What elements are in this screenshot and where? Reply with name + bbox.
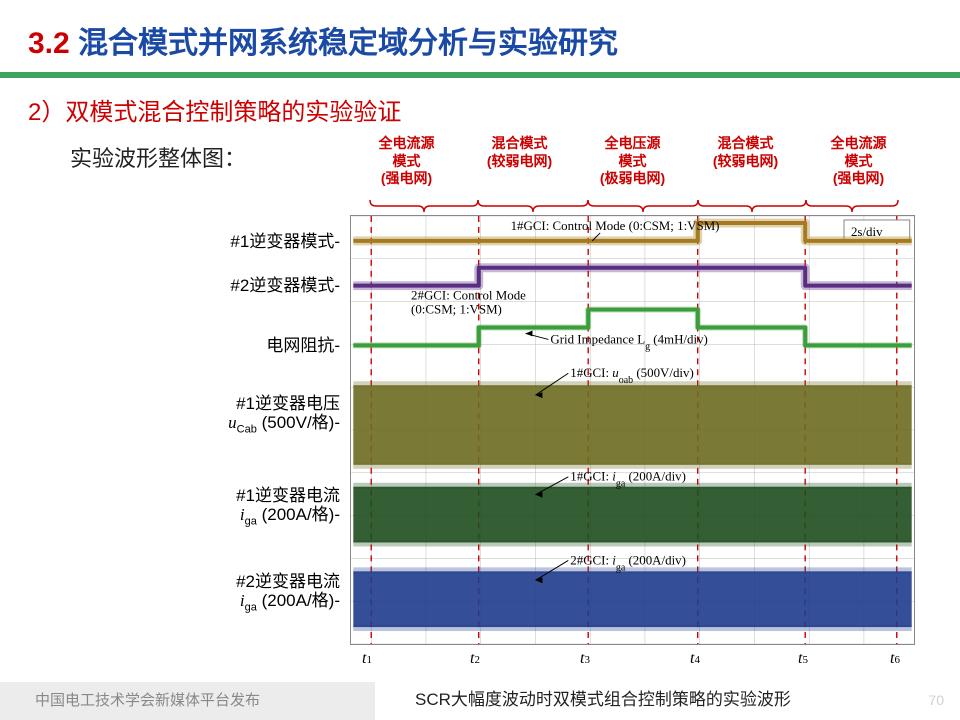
svg-text:Grid Impedance Lg (4mH/div): Grid Impedance Lg (4mH/div) — [550, 331, 707, 352]
region-labels: 全电流源模式(强电网) 混合模式(较弱电网) 全电压源模式(极弱电网) 混合模式… — [350, 135, 915, 188]
label-impedance: 电网阻抗- — [266, 337, 340, 356]
svg-text:1#GCI: Control Mode (0:CSM; 1:: 1#GCI: Control Mode (0:CSM; 1:VSM) — [511, 218, 720, 233]
page-number: 70 — [928, 692, 944, 708]
footer-publisher: 中国电工技术学会新媒体平台发布 — [35, 689, 260, 710]
label-mode1: #1逆变器模式- — [230, 233, 340, 252]
subtitle: 2）双模式混合控制策略的实验验证 — [0, 92, 960, 127]
label-current1: #1逆变器电流 iga (200A/格)- — [236, 487, 340, 527]
label-current2: #2逆变器电流 iga (200A/格)- — [236, 573, 340, 613]
svg-text:2#GCI: Control Mode: 2#GCI: Control Mode — [411, 288, 526, 303]
label-voltage: #1逆变器电压 uCab (500V/格)- — [228, 395, 340, 435]
title-text: 混合模式并网系统稳定域分析与实验研究 — [78, 27, 618, 60]
svg-text:(0:CSM; 1:VSM): (0:CSM; 1:VSM) — [411, 302, 502, 317]
label-mode2: #2逆变器模式- — [230, 277, 340, 296]
title-number: 3.2 — [28, 27, 70, 60]
slide-title: 3.2 混合模式并网系统稳定域分析与实验研究 — [0, 0, 960, 68]
title-divider — [0, 72, 960, 78]
oscilloscope-chart: 2s/div1#GCI: Control Mode (0:CSM; 1:VSM)… — [350, 215, 915, 645]
figure-caption: SCR大幅度波动时双模式组合控制策略的实验波形 — [415, 685, 791, 710]
region-braces — [350, 198, 915, 214]
